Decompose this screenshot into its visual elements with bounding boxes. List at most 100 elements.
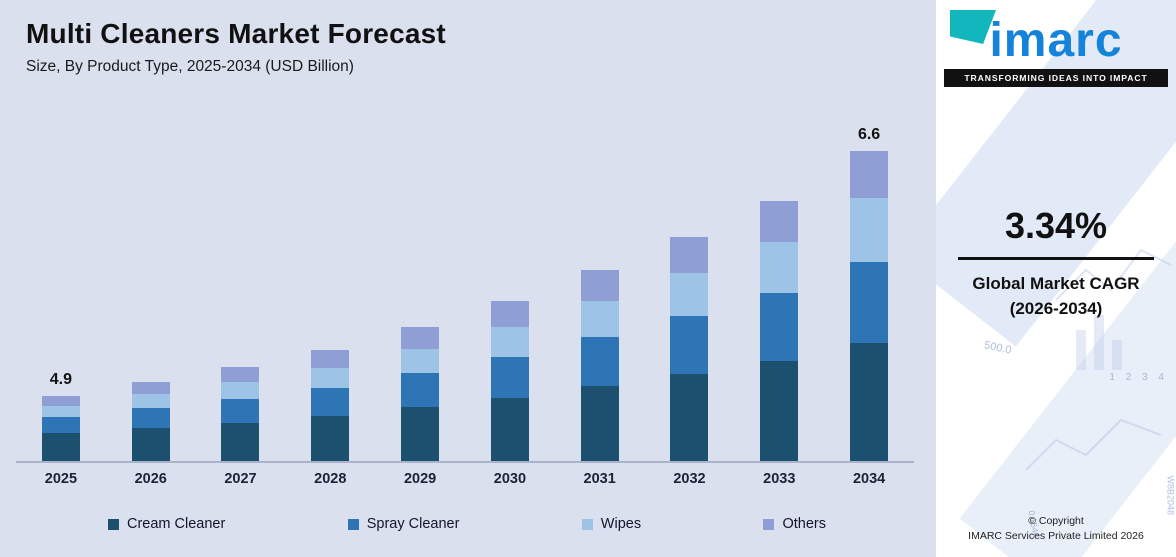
bar-slot-2028 <box>285 116 375 461</box>
x-axis-label-2028: 2028 <box>314 471 347 487</box>
bar-segment-2029-spray-cleaner <box>401 373 440 407</box>
x-axis-label-2032: 2032 <box>673 471 706 487</box>
bar-2031 <box>580 270 619 461</box>
bar-segment-2031-cream-cleaner <box>580 386 619 461</box>
bar-segment-2027-spray-cleaner <box>221 399 260 423</box>
bar-segment-2030-others <box>490 301 529 327</box>
bar-segment-2026-spray-cleaner <box>131 408 170 428</box>
bar-value-label-2034: 6.6 <box>857 126 881 143</box>
bar-segment-2027-others <box>221 367 260 382</box>
decorative-chart-lines <box>1025 248 1172 471</box>
bar-2033 <box>760 201 799 461</box>
bar-slot-2025: 4.9 <box>16 116 106 461</box>
x-axis-label-2031: 2031 <box>583 471 616 487</box>
chart-title: Multi Cleaners Market Forecast <box>26 18 446 49</box>
imarc-logo: imarc TRANSFORMING IDEAS INTO IMPACT <box>944 10 1168 88</box>
brand-panel: 500.0 1 2 3 4 W8B2048 0.1544 imarc TRANS… <box>936 0 1176 557</box>
bar-segment-2025-spray-cleaner <box>41 417 80 433</box>
bar-segment-2032-spray-cleaner <box>670 316 709 374</box>
bar-segment-2033-others <box>760 201 799 242</box>
legend-label: Cream Cleaner <box>127 516 226 532</box>
bar-segment-2027-wipes <box>221 382 260 399</box>
bar-segment-2032-others <box>670 237 709 273</box>
bar-2026 <box>131 382 170 461</box>
cagr-years: (2026-2034) <box>1009 299 1103 319</box>
cagr-underline <box>958 257 1154 261</box>
bar-segment-2028-others <box>311 350 350 368</box>
bar-slot-2032 <box>645 116 735 461</box>
bar-2025 <box>41 396 80 461</box>
logo-wordmark: imarc <box>989 14 1123 67</box>
bar-segment-2025-wipes <box>41 406 80 417</box>
logo-tagline: TRANSFORMING IDEAS INTO IMPACT <box>944 69 1168 88</box>
bar-segment-2026-wipes <box>131 394 170 408</box>
decorative-text: 1 2 3 4 <box>1109 372 1168 383</box>
bar-2034 <box>850 151 889 461</box>
legend-marker-icon <box>581 518 593 530</box>
bar-segment-2034-others <box>850 151 889 198</box>
bar-segment-2030-spray-cleaner <box>490 357 529 398</box>
bar-segment-2025-others <box>41 396 80 406</box>
bar-segment-2026-others <box>131 382 170 394</box>
x-axis-label-2033: 2033 <box>763 471 796 487</box>
legend-item-spray-cleaner: Spray Cleaner <box>347 516 460 532</box>
bar-segment-2029-others <box>401 327 440 349</box>
bar-segment-2028-spray-cleaner <box>311 388 350 416</box>
legend-marker-icon <box>763 518 775 530</box>
bar-segment-2032-cream-cleaner <box>670 374 709 461</box>
bar-slot-2030 <box>465 116 555 461</box>
bar-segment-2034-wipes <box>850 198 889 262</box>
legend-item-others: Others <box>763 516 826 532</box>
bar-2030 <box>490 301 529 461</box>
cagr-value: 3.34% <box>1004 205 1108 247</box>
chart-subtitle: Size, By Product Type, 2025-2034 (USD Bi… <box>26 58 354 75</box>
legend-marker-icon <box>347 518 359 530</box>
bar-segment-2029-wipes <box>401 349 440 373</box>
x-axis-label-2030: 2030 <box>493 471 527 487</box>
bar-segment-2031-spray-cleaner <box>580 337 619 386</box>
copyright-symbol-line: © Copyright <box>1028 514 1084 527</box>
x-axis-label-2027: 2027 <box>224 471 257 487</box>
bar-segment-2032-wipes <box>670 273 709 316</box>
bar-segment-2026-cream-cleaner <box>131 428 170 461</box>
legend-label: Spray Cleaner <box>366 516 460 532</box>
x-axis-label-2025: 2025 <box>44 471 78 487</box>
bar-2028 <box>311 350 350 461</box>
x-axis-label-2034: 2034 <box>852 471 886 487</box>
bar-segment-2031-wipes <box>580 301 619 337</box>
bar-2032 <box>670 237 709 461</box>
bar-segment-2033-cream-cleaner <box>760 361 799 461</box>
copyright: © Copyright IMARC Services Private Limit… <box>936 514 1176 546</box>
bar-slot-2029 <box>375 116 465 461</box>
bar-segment-2027-cream-cleaner <box>221 423 260 461</box>
bar-slot-2034: 6.6 <box>824 116 914 461</box>
decorative-text: W8B2048 <box>1166 475 1176 515</box>
legend-label: Wipes <box>600 516 642 532</box>
x-axis-label-2026: 2026 <box>134 471 167 487</box>
bar-segment-2033-wipes <box>760 242 799 293</box>
x-axis-label-2029: 2029 <box>403 471 437 487</box>
bar-2027 <box>221 367 260 461</box>
bar-slot-2026 <box>106 116 196 461</box>
bar-segment-2034-spray-cleaner <box>850 262 889 343</box>
legend-item-wipes: Wipes <box>581 516 642 532</box>
bar-segment-2030-wipes <box>490 327 529 357</box>
bar-slot-2027 <box>196 116 286 461</box>
chart-section: Multi Cleaners Market Forecast Size, By … <box>16 18 914 532</box>
bar-segment-2030-cream-cleaner <box>490 398 529 461</box>
bar-slot-2031 <box>555 116 645 461</box>
bar-slot-2033 <box>734 116 824 461</box>
bar-segment-2028-wipes <box>311 368 350 388</box>
chart-legend: Cream Cleaner Spray Cleaner Wipes Others <box>16 516 914 532</box>
x-axis-labels: 2025 2026 2027 2028 2029 2030 2031 2032 2033 2034 <box>16 471 914 487</box>
bar-segment-2028-cream-cleaner <box>311 416 350 461</box>
copyright-company-line: IMARC Services Private Limited 2026 <box>968 530 1144 543</box>
legend-item-cream-cleaner: Cream Cleaner <box>108 516 225 532</box>
bar-value-label-2025: 4.9 <box>49 371 73 388</box>
legend-marker-icon <box>108 518 119 530</box>
legend-label: Others <box>782 516 826 532</box>
cagr-label: Global Market CAGR <box>972 274 1140 294</box>
bar-segment-2033-spray-cleaner <box>760 293 799 361</box>
bar-2029 <box>401 327 440 461</box>
